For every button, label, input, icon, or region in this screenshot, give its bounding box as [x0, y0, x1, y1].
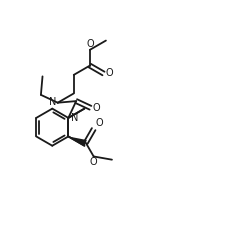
Text: O: O: [86, 39, 94, 49]
Text: O: O: [90, 157, 98, 167]
Polygon shape: [68, 136, 87, 146]
Text: N: N: [71, 113, 79, 123]
Text: O: O: [95, 118, 103, 128]
Text: O: O: [105, 69, 113, 78]
Text: O: O: [92, 103, 100, 113]
Text: N: N: [49, 97, 57, 107]
